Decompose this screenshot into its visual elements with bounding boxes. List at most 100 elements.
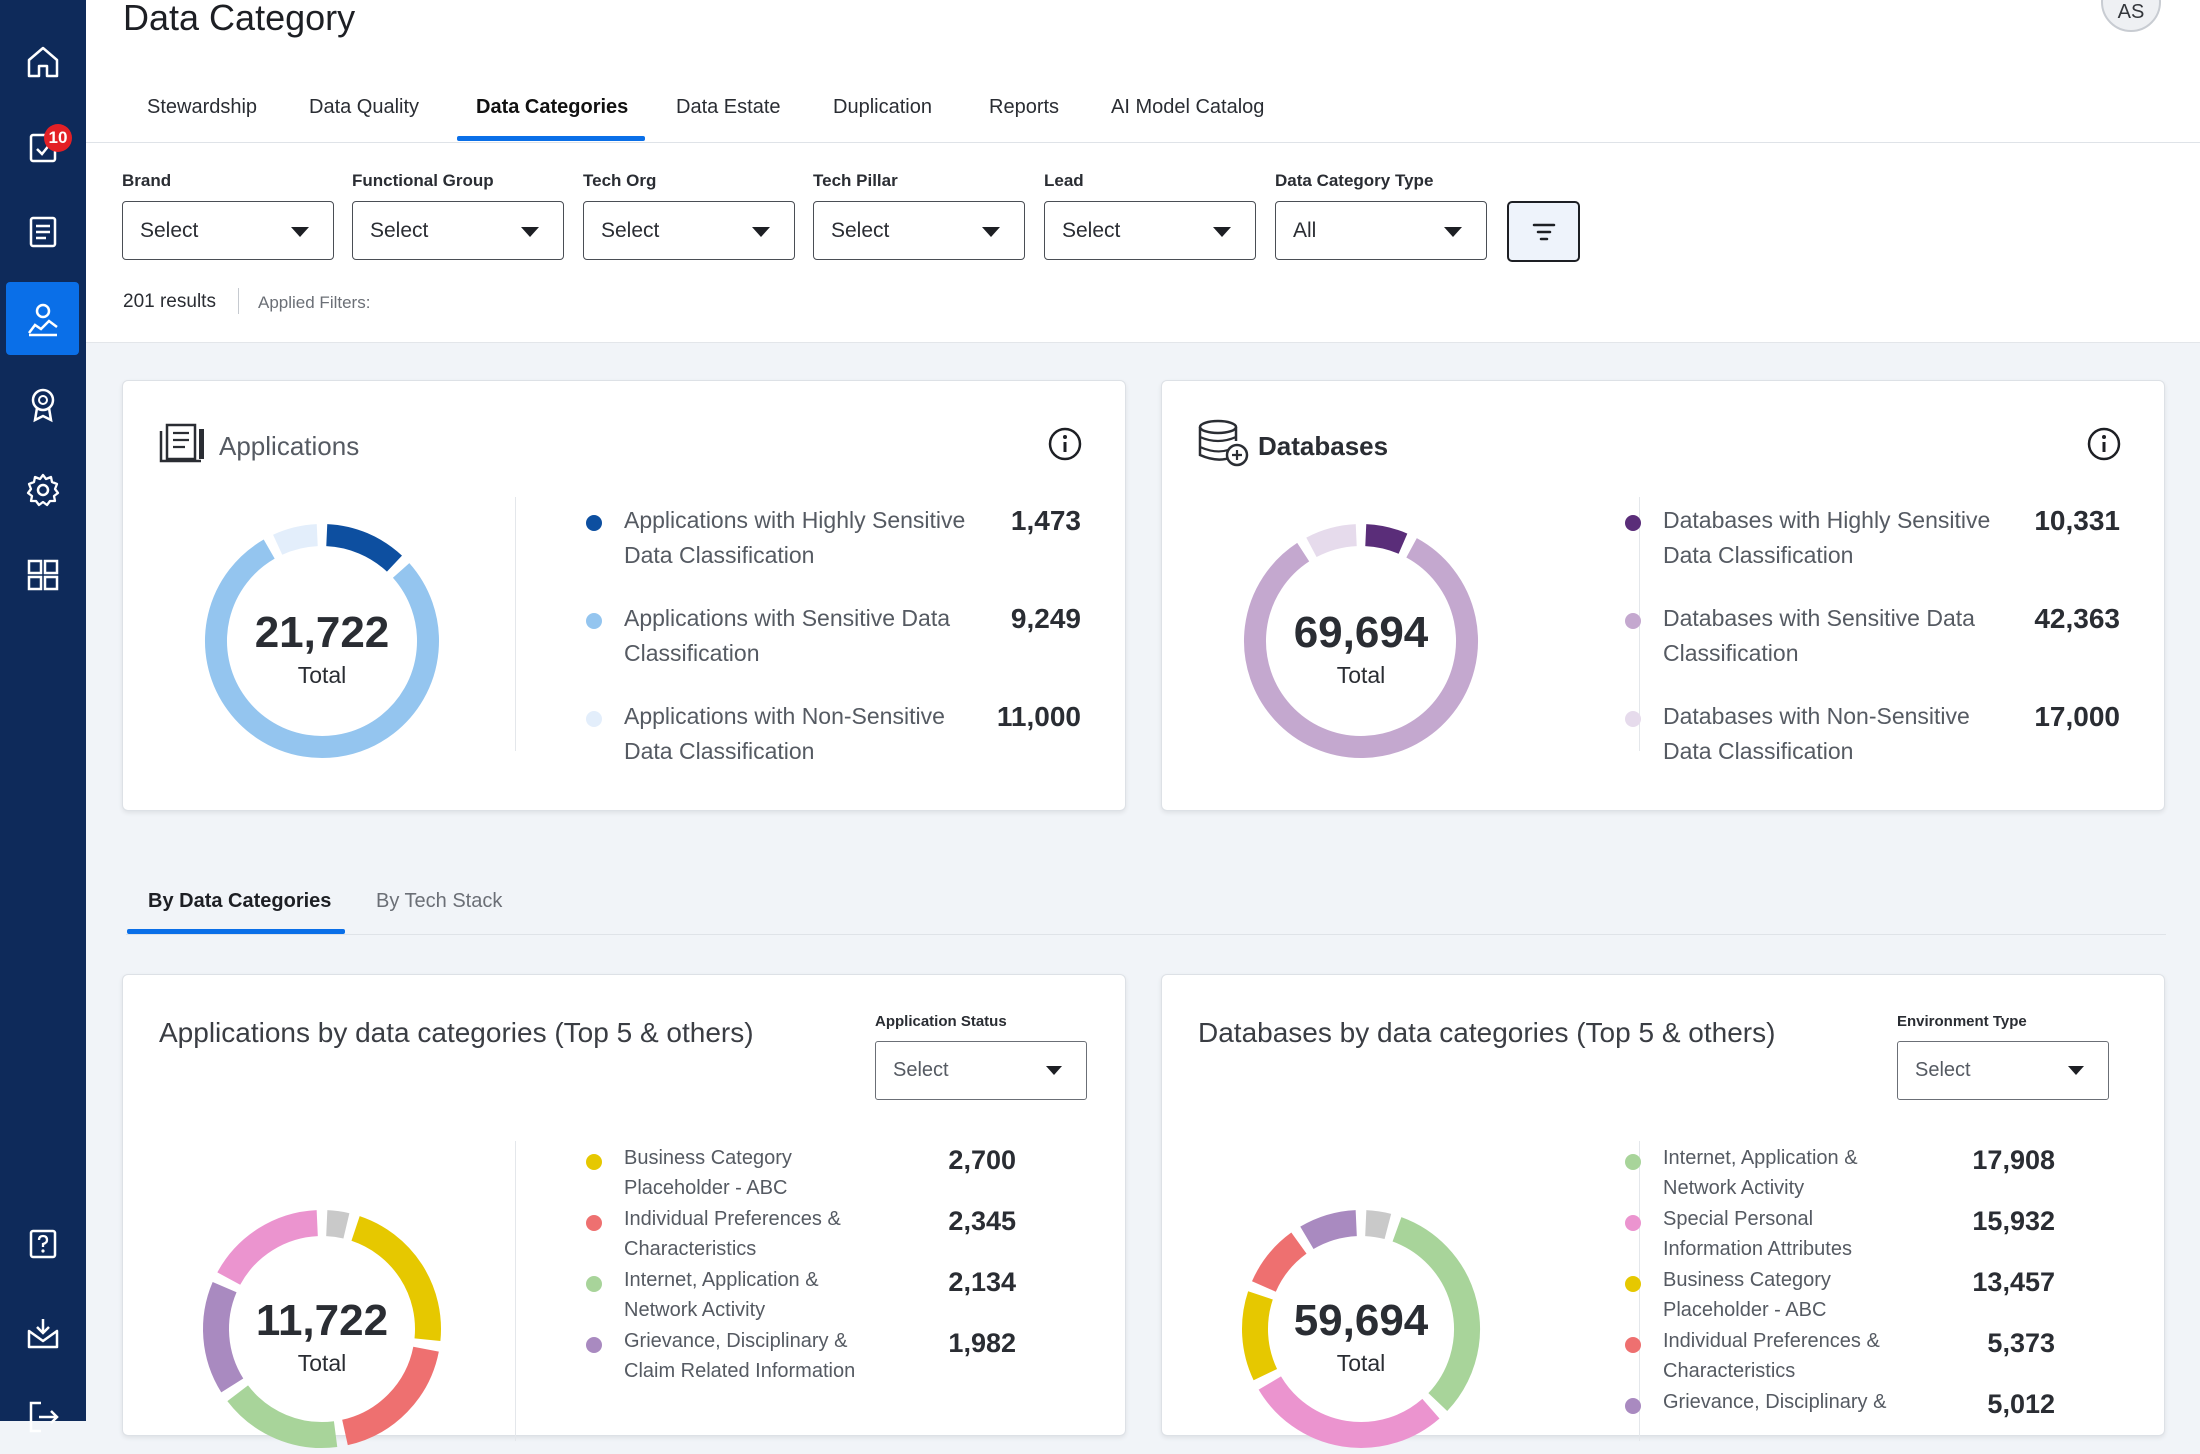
tab-data-quality[interactable]: Data Quality [309,96,420,118]
donut-segment[interactable] [1300,1210,1358,1250]
info-icon[interactable] [1048,427,1082,461]
legend-value: 15,932 [1972,1206,2055,1236]
card-title: Databases [1258,431,1389,461]
donut-segment[interactable] [205,539,439,758]
tech-org-select[interactable]: Select [583,201,795,260]
donut-segment[interactable] [1244,538,1478,758]
applications-card: Applications 21,722 Total Applications wi… [122,380,1126,811]
filter-tech-pillar: Tech Pillar Select [813,171,1025,260]
legend-item: Applications with Non-Sensitive Data Cla… [586,699,1086,797]
legend-item: Applications with Highly Sensitive Data … [586,503,1086,601]
donut-segment[interactable] [1364,524,1408,554]
donut-segment[interactable] [325,1210,350,1239]
subtab-by-tech-stack[interactable]: By Tech Stack [376,890,503,912]
donut-segment[interactable] [1364,1210,1392,1240]
filter-tech-org: Tech Org Select [583,171,795,260]
sidebar-item-logout[interactable] [6,1380,79,1453]
caret-down-icon [291,227,309,237]
info-icon[interactable] [2087,427,2121,461]
sidebar-item-awards[interactable] [6,367,79,440]
data-user-icon [27,303,58,336]
legend-item: Applications with Sensitive Data Classif… [586,601,1086,699]
caret-down-icon [1444,227,1462,237]
legend-value: 2,345 [948,1206,1016,1236]
filter-label: Data Category Type [1275,171,1434,190]
select-value: Select [370,219,429,242]
tab-reports[interactable]: Reports [989,96,1060,118]
functional-group-select[interactable]: Select [352,201,564,260]
donut-segment[interactable] [273,524,319,555]
tab-duplication[interactable]: Duplication [833,96,932,118]
legend-color-dot [586,613,602,629]
tab-data-categories[interactable]: Data Categories [476,96,629,118]
donut-segment[interactable] [351,1216,441,1342]
filter-lead: Lead Select [1044,171,1256,260]
legend-color-dot [1625,1337,1641,1353]
legend-item: Grievance, Disciplinary & Claim Related … [586,1326,1016,1387]
sidebar-item-apps[interactable] [6,538,79,611]
dbs-by-category-card: Databases by data categories (Top 5 & ot… [1161,974,2165,1448]
sidebar-item-home[interactable] [6,25,79,98]
donut-segment[interactable] [341,1346,439,1446]
donut-segment[interactable] [1392,1217,1480,1412]
select-value: Select [1915,1059,1971,1081]
tab-stewardship[interactable]: Stewardship [147,96,258,118]
legend-label: Databases with Non-Sensitive Data Classi… [1663,703,1970,764]
filter-menu-button[interactable] [1507,201,1580,262]
donut-segment[interactable] [203,1282,244,1393]
legend-item: Business Category Placeholder - ABC 13,45… [1625,1265,2055,1326]
donut-segment[interactable] [1306,524,1358,558]
legend-label: Applications with Highly Sensitive Data … [624,507,966,568]
donut-segment[interactable] [1258,1376,1440,1448]
sidebar-item-data[interactable] [6,282,79,355]
tab-ai-model-catalog[interactable]: AI Model Catalog [1111,96,1265,118]
subtab-by-data-categories[interactable]: By Data Categories [148,890,332,912]
grid-icon [27,559,58,590]
caret-down-icon [982,227,1000,237]
sidebar-item-help[interactable] [6,1208,79,1281]
donut-segment[interactable] [1242,1291,1278,1381]
sidebar-item-tasks[interactable]: 10 [6,110,79,183]
sidebar-item-settings[interactable] [6,453,79,526]
brand-select[interactable]: Select [122,201,334,260]
legend-item: Databases with Non-Sensitive Data Classi… [1625,699,2125,797]
legend-label: Business Category Placeholder - ABC [624,1147,792,1199]
legend-color-dot [586,1215,602,1231]
legend-color-dot [1625,1154,1641,1170]
caret-down-icon [2068,1066,2084,1075]
applications-donut-chart: 21,722 Total [205,524,439,758]
legend-color-dot [1625,515,1641,531]
donut-total-value: 69,694 [1294,608,1429,657]
donut-total-label: Total [298,1350,347,1376]
legend-item: Internet, Application & Network Activity… [586,1265,1016,1326]
results-count: 201 results [123,291,216,312]
document-icon [29,216,56,247]
legend-color-dot [1625,711,1641,727]
donut-segment[interactable] [1251,1232,1307,1293]
tech-pillar-select[interactable]: Select [813,201,1025,260]
apps-by-category-donut-chart: 11,722 Total [203,1210,441,1448]
avatar[interactable]: AS [2101,0,2161,32]
legend-value: 2,134 [948,1267,1016,1297]
select-value: All [1293,219,1317,242]
card-title: Applications [219,431,360,461]
sidebar-item-inbox[interactable] [6,1296,79,1369]
legend-label: Applications with Sensitive Data Classif… [624,605,950,666]
page-title: Data Category [123,0,356,38]
legend-value: 42,363 [2034,603,2120,634]
donut-segment[interactable] [217,1210,319,1286]
environment-type-select[interactable]: Select [1897,1041,2109,1100]
lead-select[interactable]: Select [1044,201,1256,260]
application-status-select[interactable]: Select [875,1041,1087,1100]
sidebar-item-documents[interactable] [6,195,79,268]
legend-color-dot [1625,1276,1641,1292]
tab-data-estate[interactable]: Data Estate [676,96,781,118]
data-category-type-select[interactable]: All [1275,201,1487,260]
donut-segment[interactable] [227,1385,338,1448]
dbs-by-category-donut-chart: 59,694 Total [1242,1210,1480,1448]
donut-segment[interactable] [325,524,402,572]
filter-bar: Brand Select Functional Group Select Tec… [86,143,2200,343]
select-value: Select [893,1059,949,1081]
award-icon [31,388,54,422]
select-value: Select [1062,219,1121,242]
